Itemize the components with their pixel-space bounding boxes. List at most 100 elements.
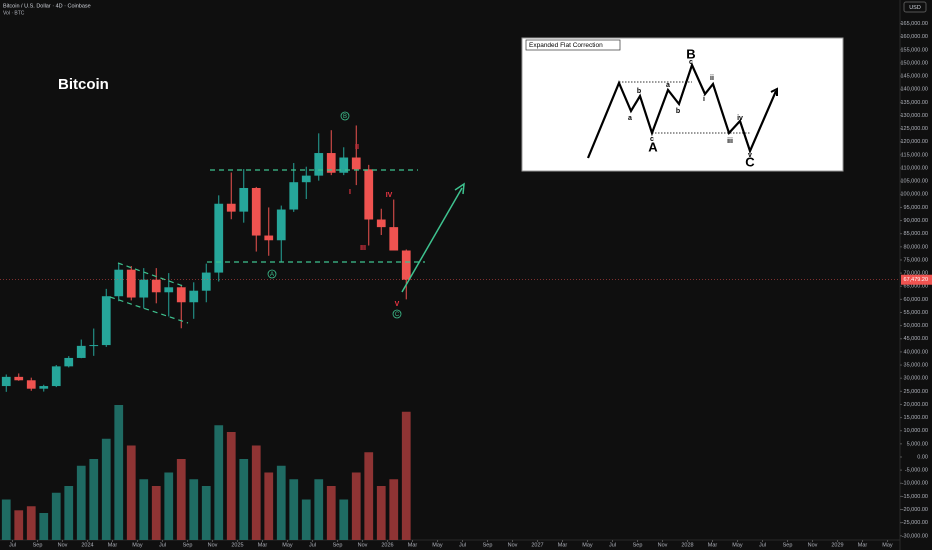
candle-body	[376, 219, 386, 228]
y-tick-label: 130,000.00	[900, 113, 928, 119]
x-tick-label: May	[132, 542, 143, 548]
plot	[1, 125, 411, 540]
volume-bar	[64, 486, 74, 540]
y-tick-label: 60,000.00	[904, 297, 928, 303]
x-tick-label: May	[732, 542, 743, 548]
candle-body	[151, 279, 161, 293]
wave-label: A	[270, 272, 274, 278]
volume-bar	[389, 479, 399, 540]
x-tick-label: May	[582, 542, 593, 548]
x-tick-label: Sep	[633, 542, 643, 548]
y-tick-label: 10,000.00	[904, 428, 928, 434]
volume-bar	[289, 479, 299, 540]
inset-title-box	[525, 39, 621, 51]
candle-body	[364, 169, 374, 220]
y-tick-label: 20,000.00	[904, 402, 928, 408]
volume-bar	[376, 486, 386, 540]
candle-body	[214, 203, 224, 273]
wave-label: c	[689, 59, 693, 66]
x-tick-label: May	[882, 542, 893, 548]
inset-box	[521, 37, 844, 172]
candle-body	[26, 380, 36, 389]
y-tick-label: -20,000.00	[902, 507, 928, 513]
y-tick-label: 80,000.00	[904, 244, 928, 250]
x-tick-label: Jul	[159, 542, 166, 548]
wave-label: V	[395, 301, 400, 308]
volume-bar	[164, 472, 174, 540]
candle-body	[76, 345, 86, 358]
x-tick-label: 2026	[381, 542, 393, 548]
x-tick-label: Sep	[483, 542, 493, 548]
wave-label: b	[676, 108, 680, 115]
volume-bar	[114, 405, 124, 540]
x-tick-label: 2029	[831, 542, 843, 548]
wave-path	[586, 61, 778, 159]
candle-body	[39, 386, 49, 389]
inset: Expanded Flat Correction A B C a b c a b…	[521, 37, 844, 172]
y-tick-label: 135,000.00	[900, 100, 928, 106]
volume-bar	[264, 472, 274, 540]
x-tick-label: Jul	[9, 542, 16, 548]
volume-bar	[176, 459, 186, 540]
y-tick-label: 25,000.00	[904, 389, 928, 395]
volume-bar	[339, 499, 349, 540]
currency[interactable]: USD	[909, 5, 921, 11]
y-tick-label: 35,000.00	[904, 362, 928, 368]
volume-bar	[89, 459, 99, 540]
y-tick-label: 70,000.00	[904, 271, 928, 277]
volume-bar	[201, 486, 211, 540]
x-tick-label: Sep	[33, 542, 43, 548]
volume-bar	[301, 499, 311, 540]
currency-box[interactable]	[903, 1, 927, 13]
y-tick-label: 5,000.00	[907, 441, 928, 447]
volume-bar	[364, 452, 374, 540]
volume-bar	[51, 492, 61, 540]
y-tick-label: 105,000.00	[900, 179, 928, 185]
y-tick-label: 115,000.00	[901, 152, 928, 158]
x-tick-label: 2027	[531, 542, 543, 548]
x-tick-label: May	[282, 542, 293, 548]
volume-bar	[401, 411, 411, 540]
y-tick-label: 50,000.00	[904, 323, 928, 329]
y-tick-label: 55,000.00	[904, 310, 928, 316]
x-tick-label: May	[432, 542, 443, 548]
candle-body	[264, 235, 274, 241]
wave-label: A	[648, 139, 658, 154]
last-price-badge	[901, 274, 932, 285]
wave-label: C	[395, 312, 400, 318]
x-tick-label: Nov	[658, 542, 668, 548]
candle-body	[176, 287, 186, 303]
wave-label: iii	[727, 138, 733, 145]
y-tick-label: 100,000.00	[900, 192, 928, 198]
last-price-label: 67,479.20	[904, 277, 928, 283]
volume-bar	[326, 486, 336, 540]
candle-body	[251, 187, 261, 236]
candle-body	[1, 376, 11, 387]
candle-body	[289, 182, 299, 210]
arrow-head	[454, 182, 465, 195]
y-tick-label: 0.00	[917, 454, 928, 460]
volume-bar	[76, 465, 86, 540]
x-tick-label: Mar	[258, 542, 268, 548]
wave-circle	[267, 269, 277, 279]
levels	[109, 169, 425, 324]
candle-body	[89, 345, 99, 347]
wave-label: B	[343, 114, 347, 120]
volume-bar	[151, 486, 161, 540]
candle-body	[14, 376, 24, 381]
x-tick-label: 2028	[681, 542, 693, 548]
y-tick-label: 150,000.00	[900, 60, 928, 66]
volume-bar	[189, 479, 199, 540]
x-tick-label: Nov	[508, 542, 518, 548]
inset-title: Expanded Flat Correction	[529, 42, 603, 49]
y-tick-label: 75,000.00	[904, 257, 928, 263]
wave-label: a	[666, 82, 670, 89]
x-tick-label: Sep	[183, 542, 193, 548]
volume-bar	[26, 506, 36, 540]
x-tick-label: Sep	[333, 542, 343, 548]
y-tick-label: 155,000.00	[900, 47, 928, 53]
wave-label: v	[748, 152, 752, 159]
candle-body	[239, 187, 249, 212]
candle-body	[139, 279, 149, 298]
